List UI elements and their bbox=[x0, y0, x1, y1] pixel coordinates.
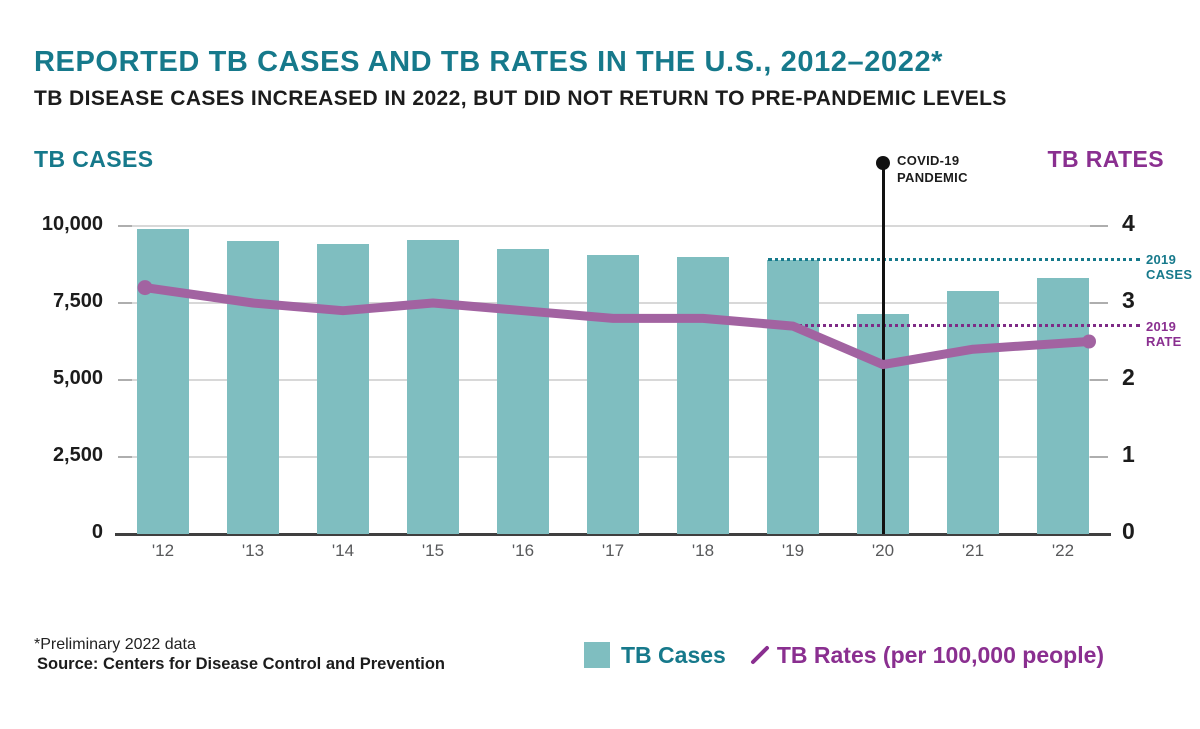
rates-line-end-cap bbox=[1082, 334, 1096, 349]
covid-annotation-label-line1: COVID-19 bbox=[897, 153, 960, 168]
x-axis-tick-label: '21 bbox=[961, 541, 985, 560]
x-axis-tick-label: '19 bbox=[781, 541, 805, 560]
rates-line-chart bbox=[137, 280, 1096, 370]
bar-15 bbox=[407, 240, 459, 534]
left-tick-mark bbox=[118, 456, 132, 458]
y-axis-right-tick-label: 4 bbox=[1122, 210, 1135, 236]
right-tick-mark bbox=[1090, 456, 1108, 458]
y-axis-right-tick-label: 3 bbox=[1122, 287, 1135, 313]
chart-subtitle: TB DISEASE CASES INCREASED IN 2022, BUT … bbox=[34, 87, 1007, 110]
x-axis-tick-label: '13 bbox=[241, 541, 265, 560]
footnote: *Preliminary 2022 data bbox=[34, 636, 196, 653]
source-credit: Source: Centers for Disease Control and … bbox=[37, 655, 446, 673]
ref-label-2019-cases-line2: CASES bbox=[1146, 267, 1193, 282]
covid-annotation-dot-icon bbox=[876, 156, 890, 170]
covid-annotation-label-line2: PANDEMIC bbox=[897, 170, 968, 185]
y-axis-right-tick-label: 1 bbox=[1122, 441, 1135, 467]
rates-line bbox=[140, 283, 1094, 370]
ref-line-2019-rate bbox=[768, 324, 1140, 328]
x-axis-tick-label: '22 bbox=[1051, 541, 1075, 560]
y-axis-left-tick-label: 0 bbox=[91, 521, 103, 543]
y-axis-left-tick-label: 10,000 bbox=[41, 213, 103, 235]
y-axis-left-tick-label: 7,500 bbox=[52, 290, 103, 312]
bar-22 bbox=[1037, 278, 1089, 534]
legend-cases-label: TB Cases bbox=[621, 641, 726, 668]
plot-area bbox=[118, 156, 1140, 534]
x-axis-tick-label: '20 bbox=[871, 541, 895, 560]
left-axis-title: TB CASES bbox=[34, 146, 154, 172]
left-tick-mark bbox=[118, 379, 132, 381]
y-axis-left-tick-label: 5,000 bbox=[52, 367, 103, 389]
ref-label-2019-rate-line2: RATE bbox=[1146, 334, 1182, 349]
ref-line-2019-cases bbox=[768, 257, 1140, 261]
bar-21 bbox=[947, 290, 999, 534]
legend: TB Cases TB Rates (per 100,000 people) bbox=[584, 640, 1104, 670]
right-tick-mark bbox=[1090, 379, 1108, 381]
ref-label-2019-cases-line1: 2019 bbox=[1146, 252, 1177, 267]
right-tick-mark bbox=[1090, 225, 1108, 227]
x-axis-tick-label: '14 bbox=[331, 541, 355, 560]
legend-rates-label: TB Rates (per 100,000 people) bbox=[776, 641, 1105, 668]
covid-annotation-line bbox=[882, 163, 885, 534]
chart-title: REPORTED TB CASES AND TB RATES IN THE U.… bbox=[34, 46, 944, 78]
left-tick-mark bbox=[118, 302, 132, 304]
legend-rates-slash-icon bbox=[750, 646, 769, 664]
right-axis-title: TB RATES bbox=[1047, 146, 1164, 172]
bar-19 bbox=[767, 259, 819, 534]
ref-label-2019-cases: 2019 CASES bbox=[1146, 252, 1192, 282]
y-axis-left-tick-label: 2,500 bbox=[52, 444, 103, 466]
bar-13 bbox=[227, 241, 279, 534]
bar-12 bbox=[137, 229, 189, 534]
x-axis-tick-label: '17 bbox=[601, 541, 625, 560]
x-axis-tick-label: '18 bbox=[691, 541, 715, 560]
bar-14 bbox=[317, 244, 369, 534]
ref-label-2019-rate-line1: 2019 bbox=[1146, 319, 1177, 334]
legend-cases-swatch-icon bbox=[584, 642, 610, 668]
x-axis-tick-label: '16 bbox=[511, 541, 535, 560]
covid-annotation-label: COVID-19 PANDEMIC bbox=[897, 152, 968, 186]
x-axis-tick-label: '15 bbox=[421, 541, 445, 560]
bar-17 bbox=[587, 254, 639, 534]
bar-18 bbox=[677, 257, 729, 534]
y-axis-right-tick-label: 0 bbox=[1122, 518, 1135, 544]
rates-line-start-cap bbox=[137, 280, 153, 296]
left-tick-mark bbox=[118, 225, 132, 227]
ref-label-2019-rate: 2019 RATE bbox=[1146, 319, 1182, 349]
x-axis-line bbox=[115, 533, 1111, 536]
x-axis-tick-label: '12 bbox=[151, 541, 175, 560]
gridline bbox=[118, 225, 1108, 227]
right-tick-mark bbox=[1090, 302, 1108, 304]
y-axis-right-tick-label: 2 bbox=[1122, 364, 1135, 390]
bar-16 bbox=[497, 249, 549, 534]
